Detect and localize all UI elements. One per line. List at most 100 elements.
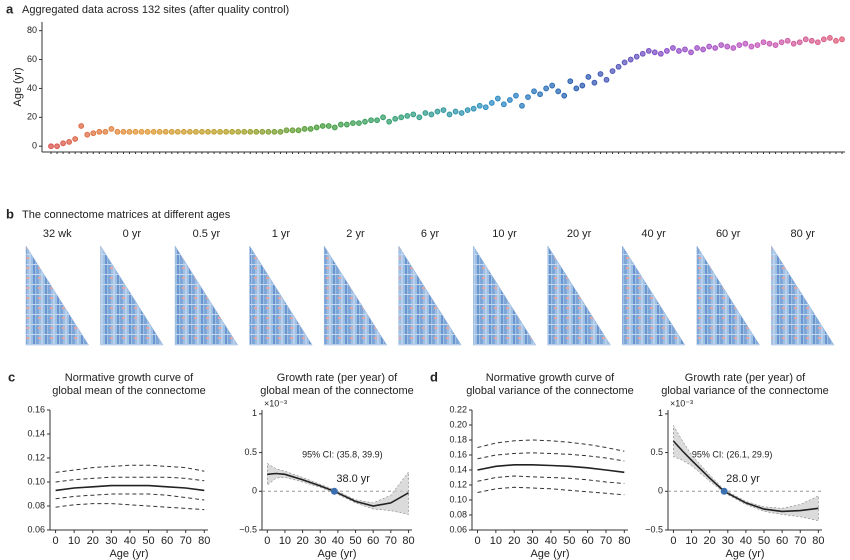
site-median [573, 85, 580, 92]
site-median [392, 115, 399, 122]
scale-label: ×10⁻³ [264, 398, 287, 408]
site-median [205, 128, 211, 135]
site-median [343, 121, 350, 128]
site-median [724, 43, 731, 50]
y-tick-label: 0.08 [449, 509, 467, 519]
x-tick-label: 40 [740, 535, 752, 547]
site-median [271, 128, 278, 135]
x-tick-label: 30 [105, 535, 117, 547]
y-tick-label: 0.10 [27, 476, 45, 486]
site-median [808, 37, 815, 44]
site-median [820, 36, 827, 43]
site-median [386, 118, 393, 125]
site-median [247, 128, 254, 135]
site-median [784, 37, 791, 44]
site-median [265, 128, 272, 135]
site-median [60, 140, 66, 147]
site-median [319, 123, 326, 129]
y-tick-label: 0.12 [449, 479, 467, 489]
y-axis-label: Age (yr) [12, 67, 24, 106]
site-median [253, 128, 260, 135]
x-tick-label: 10 [68, 535, 80, 547]
site-median [132, 128, 139, 135]
x-tick-label: 10 [279, 535, 291, 547]
x-tick-label: 70 [385, 535, 397, 547]
site-median [633, 53, 640, 60]
curve-line [55, 476, 205, 483]
curve-line [55, 464, 205, 473]
x-tick-label: 10 [685, 535, 697, 547]
matrix-label: 10 yr [492, 228, 517, 240]
matrix-label: 0 yr [123, 228, 142, 240]
site-median [434, 108, 441, 115]
matrix-label: 6 yr [421, 228, 440, 240]
x-tick-label: 20 [296, 535, 308, 547]
y-tick-label: 0.18 [449, 434, 467, 444]
connectome-matrix [771, 245, 835, 346]
site-median [277, 128, 284, 135]
chart-title: global variance of the connectome [466, 385, 634, 397]
ci-label: 95% CI: (26.1, 29.9) [692, 450, 773, 460]
site-median [350, 120, 356, 127]
connectome-matrix [696, 245, 760, 346]
site-median [482, 104, 489, 111]
x-axis-label: Age (yr) [317, 548, 356, 560]
matrix-label: 32 wk [43, 228, 72, 240]
site-median [241, 128, 248, 135]
zero-crossing [330, 487, 338, 495]
x-axis-label: Age (yr) [530, 548, 569, 560]
site-median [639, 50, 646, 57]
site-median [464, 107, 471, 114]
site-median [295, 127, 302, 134]
site-median [84, 131, 91, 138]
site-median [494, 95, 501, 102]
connectome-matrix [100, 245, 164, 346]
site-median [645, 47, 652, 54]
x-tick-label: 10 [490, 535, 502, 547]
matrix-label: 1 yr [272, 228, 291, 240]
site-median [422, 110, 429, 116]
site-median [772, 42, 779, 49]
zero-crossing-label: 38.0 yr [336, 473, 370, 485]
x-tick-label: 50 [142, 535, 154, 547]
site-median [621, 59, 628, 66]
site-median [766, 40, 773, 47]
x-tick-label: 60 [776, 535, 788, 547]
site-median [790, 40, 797, 47]
site-median [162, 128, 169, 135]
curve-line [55, 493, 205, 501]
connectome-matrix [547, 245, 611, 346]
site-median [193, 128, 199, 135]
zero-crossing [720, 487, 728, 495]
site-median [537, 91, 543, 98]
y-tick-label: 0.14 [449, 464, 467, 474]
x-tick-label: 80 [198, 535, 210, 547]
site-median [337, 121, 344, 128]
site-median [651, 49, 658, 56]
site-median [331, 124, 338, 131]
site-median [796, 39, 803, 46]
panel-letter: b [6, 206, 14, 221]
x-tick-label: 30 [314, 535, 326, 547]
x-tick-label: 30 [722, 535, 734, 547]
connectome-matrix [323, 245, 388, 346]
site-median [138, 128, 145, 135]
x-tick-label: 80 [402, 535, 414, 547]
site-median [597, 71, 604, 77]
x-tick-label: 70 [600, 535, 612, 547]
site-median [356, 120, 362, 127]
connectome-matrix [174, 245, 239, 346]
site-median [549, 82, 556, 89]
y-tick-label: 40 [27, 83, 37, 93]
site-median [814, 39, 821, 46]
curve-line [55, 503, 205, 511]
y-tick-label: 0.14 [27, 428, 45, 438]
x-tick-label: 40 [545, 535, 557, 547]
site-median [54, 143, 60, 150]
site-median [657, 50, 664, 57]
site-median [48, 143, 54, 150]
panel-title: The connectome matrices at different age… [22, 209, 231, 221]
matrix-label: 40 yr [641, 228, 666, 240]
chart-title: Normative growth curve of [65, 372, 194, 384]
connectome-matrix [622, 245, 686, 346]
